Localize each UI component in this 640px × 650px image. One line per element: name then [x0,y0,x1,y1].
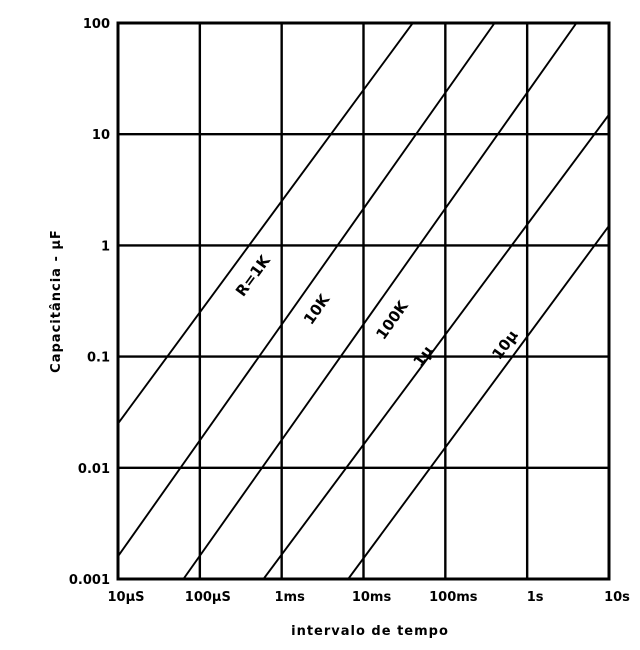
y-tick-label: 0.01 [78,462,110,477]
series-label-1: R=1K [232,251,275,300]
y-tick-label: 1 [101,239,110,254]
series-line-1 [118,23,414,425]
x-tick-label: 10ms [352,590,392,605]
series-label-2: 10K [300,290,334,328]
x-tick-label: 10µS [107,590,144,605]
y-tick-label: 100 [83,17,110,32]
series-line-4 [262,114,609,579]
series-line-3 [182,23,578,579]
y-tick-label: 0.1 [87,351,110,366]
y-tick-label: 0.001 [69,573,110,588]
y-tick-label: 10 [92,128,110,143]
x-tick-labels: 10µS 100µS 1ms 10ms 100ms 1s 10s [107,590,630,605]
y-axis-label: Capacitância - µF [49,229,64,373]
x-axis-label: intervalo de tempo [291,624,449,639]
x-tick-label: 100ms [429,590,478,605]
series-line-5 [347,225,609,579]
x-tick-label: 1s [527,590,544,605]
x-tick-label: 100µS [185,590,231,605]
series-line-2 [118,23,496,557]
series-layer [118,23,609,579]
y-tick-labels: 0.001 0.01 0.1 1 10 100 [69,17,110,588]
plot-frame [116,21,611,581]
x-tick-label: 10s [604,590,630,605]
grid-layer [116,21,611,581]
series-label-4: 1µ [410,342,437,370]
x-tick-label: 1ms [274,590,305,605]
